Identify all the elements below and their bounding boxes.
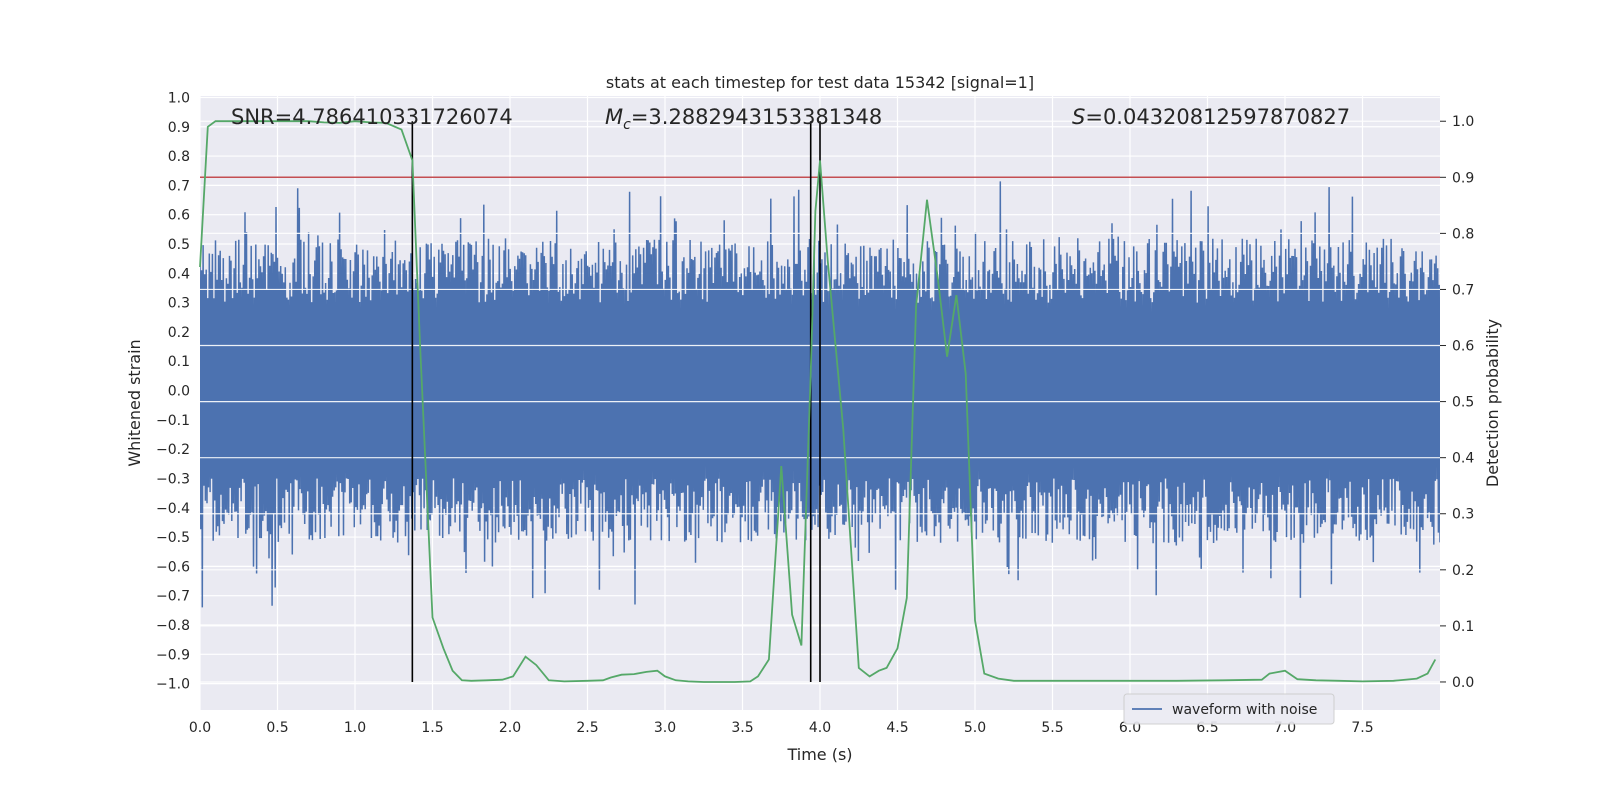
chart-title: stats at each timestep for test data 153… [606, 73, 1034, 92]
legend: waveform with noise [1123, 693, 1335, 725]
y-right-tick-label: 0.0 [1452, 675, 1474, 691]
y-right-tick-label: 0.5 [1452, 395, 1474, 411]
y-right-tick-label: 0.1 [1452, 619, 1474, 635]
y-right-tick-label: 1.0 [1452, 114, 1474, 130]
y-right-tick-label: 0.9 [1452, 170, 1474, 186]
y-left-tick-label: 0.2 [168, 325, 190, 341]
y-right-tick-label: 0.6 [1452, 339, 1474, 355]
x-tick-label: 2.0 [499, 720, 521, 736]
y-right-tick-label: 0.3 [1452, 507, 1474, 523]
y-left-tick-label: −0.6 [156, 559, 190, 575]
x-tick-label: 3.5 [731, 720, 753, 736]
x-tick-label: 2.5 [576, 720, 598, 736]
s-annotation: S=0.04320812597870827 [1072, 105, 1350, 129]
y-left-tick-label: −0.5 [156, 530, 190, 546]
y-left-tick-label: −0.1 [156, 413, 190, 429]
x-tick-label: 5.0 [964, 720, 986, 736]
y-left-tick-label: 0.8 [168, 149, 190, 165]
x-tick-label: 3.0 [654, 720, 676, 736]
s-value: =0.04320812597870827 [1085, 105, 1350, 129]
y-left-tick-label: 0.0 [168, 384, 190, 400]
y-right-axis-ticks: 0.0 0.1 0.2 0.3 0.4 0.5 0.6 0.7 0.8 0.9 1.0 [1440, 114, 1474, 691]
x-tick-label: 7.5 [1351, 720, 1373, 736]
y-right-axis-label: Detection probability [1483, 319, 1502, 487]
y-right-tick-label: 0.8 [1452, 226, 1474, 242]
chirp-mass-annotation: Mc=3.2882943153381348 [605, 105, 882, 133]
y-right-tick-label: 0.2 [1452, 563, 1474, 579]
y-left-tick-label: 0.6 [168, 208, 190, 224]
chirp-mass-subscript: c [623, 117, 631, 133]
y-left-axis-ticks: −1.0 −0.9 −0.8 −0.7 −0.6 −0.5 −0.4 −0.3 −0.2 −0.1… [156, 90, 190, 692]
x-tick-label: 1.0 [344, 720, 366, 736]
y-left-tick-label: 0.4 [168, 266, 190, 282]
x-tick-label: 4.0 [809, 720, 831, 736]
y-left-tick-label: 0.3 [168, 296, 190, 312]
y-left-tick-label: −0.7 [156, 589, 190, 605]
x-tick-label: 0.0 [189, 720, 211, 736]
y-left-tick-label: −0.9 [156, 647, 190, 663]
y-left-tick-label: −0.4 [156, 501, 190, 517]
x-axis-ticks: 0.0 0.5 1.0 1.5 2.0 2.5 3.0 3.5 4.0 4.5 5.0 5.5 6.0 6… [189, 720, 1374, 736]
y-left-tick-label: −0.8 [156, 618, 190, 634]
legend-box [1123, 693, 1335, 725]
y-left-tick-label: 0.9 [168, 120, 190, 136]
y-left-axis-label: Whitened strain [125, 339, 144, 466]
y-left-tick-label: −1.0 [156, 677, 190, 693]
probability-series [199, 120, 1437, 683]
x-axis-label: Time (s) [786, 745, 852, 764]
y-left-tick-label: −0.2 [156, 442, 190, 458]
x-tick-label: 1.5 [421, 720, 443, 736]
x-tick-label: 5.5 [1041, 720, 1063, 736]
legend-label: waveform with noise [1172, 702, 1317, 718]
y-left-tick-label: 0.1 [168, 354, 190, 370]
y-left-tick-label: 0.7 [168, 178, 190, 194]
y-left-tick-label: 1.0 [168, 90, 190, 106]
chirp-mass-symbol: M [605, 105, 623, 129]
x-tick-label: 4.5 [886, 720, 908, 736]
event-lines [411, 121, 821, 682]
chirp-mass-value: =3.2882943153381348 [631, 105, 882, 129]
s-symbol: S [1072, 105, 1085, 129]
x-tick-label: 0.5 [266, 720, 288, 736]
y-left-tick-label: 0.5 [168, 237, 190, 253]
y-right-tick-label: 0.7 [1452, 282, 1474, 298]
snr-annotation: SNR=4.786410331726074 [231, 105, 513, 129]
y-right-tick-label: 0.4 [1452, 451, 1474, 467]
y-left-tick-label: −0.3 [156, 471, 190, 487]
